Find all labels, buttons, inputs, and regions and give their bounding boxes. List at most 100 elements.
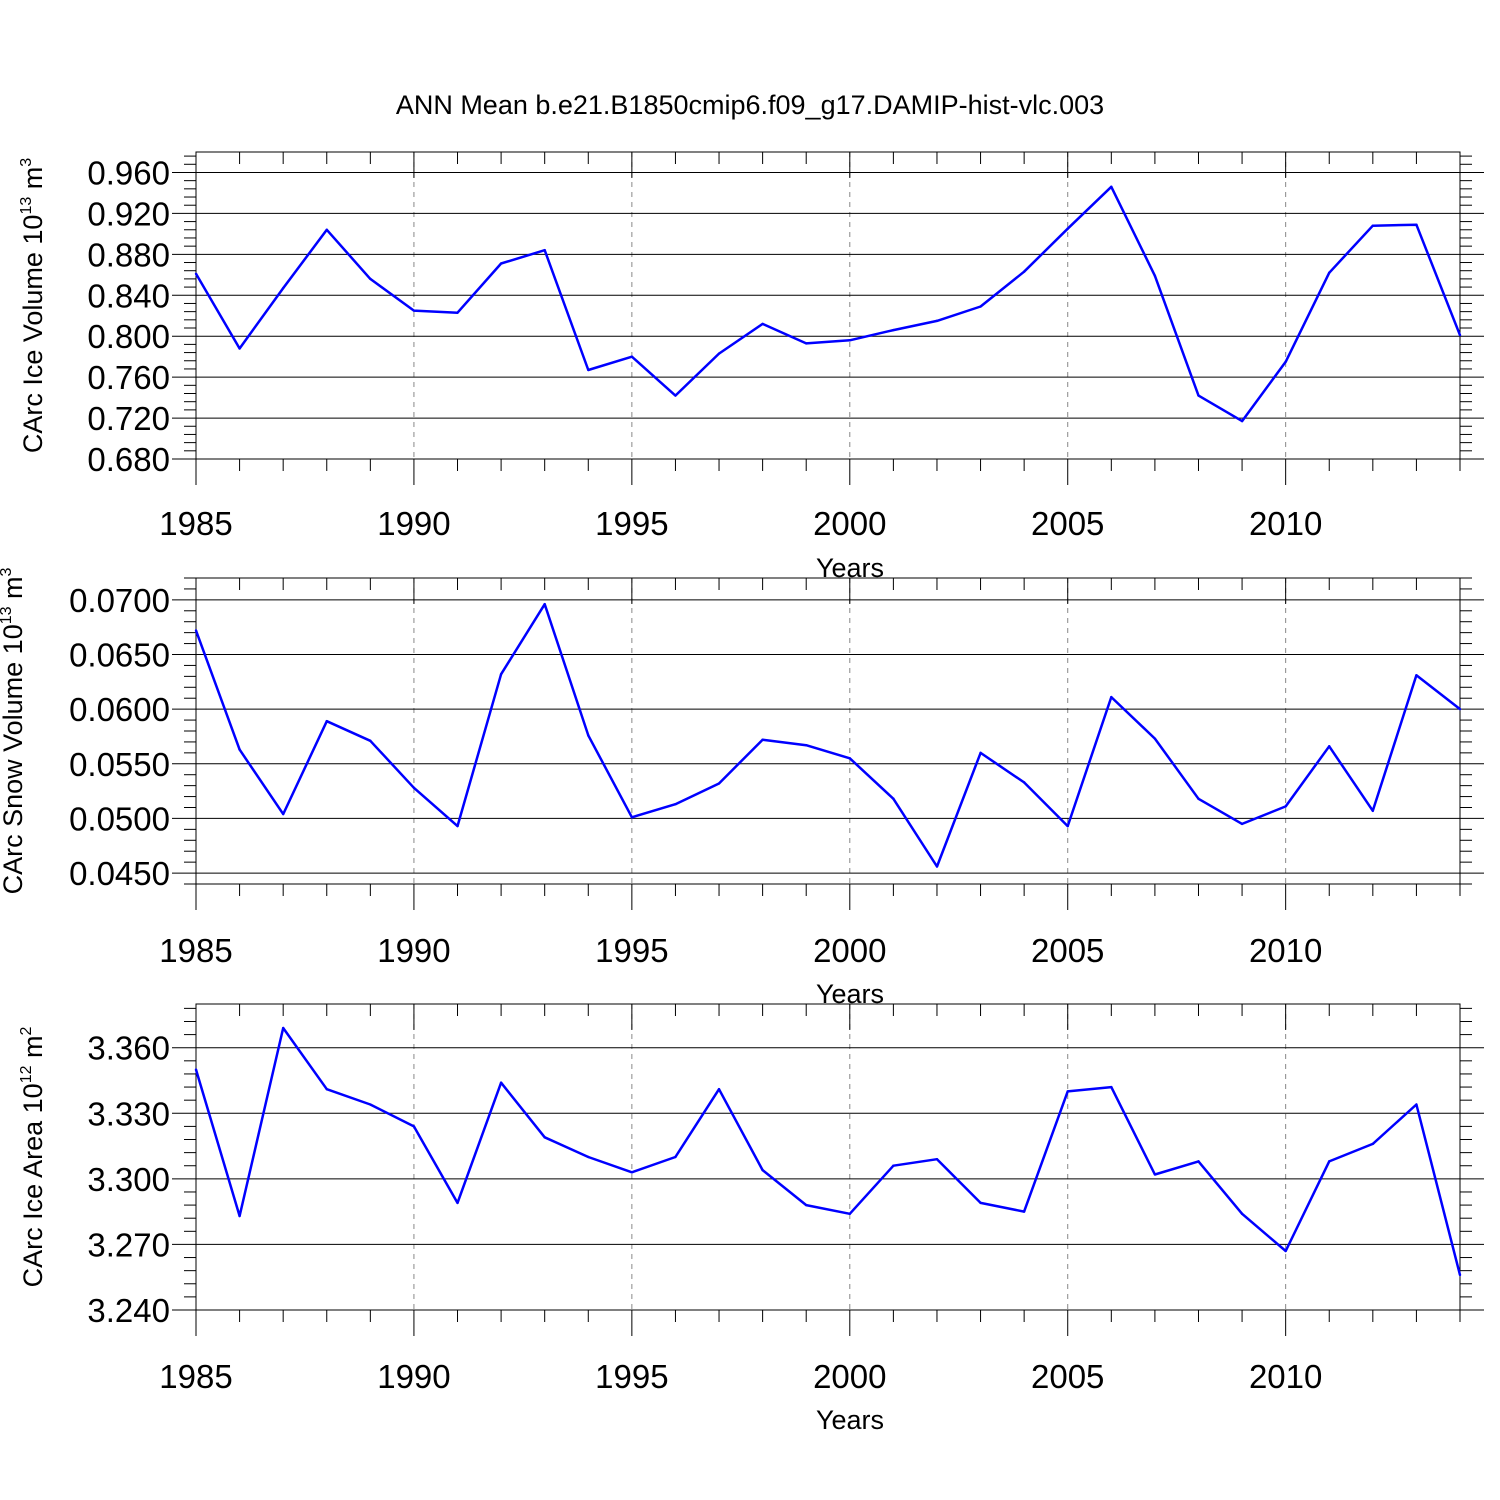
x-tick-label: 1990 <box>377 505 450 542</box>
data-point <box>1022 781 1026 784</box>
data-point <box>1328 1160 1331 1163</box>
y-tick-label: 3.300 <box>87 1161 170 1198</box>
data-point <box>1284 360 1287 363</box>
data-point <box>281 286 285 290</box>
x-tick-label: 2005 <box>1031 505 1104 542</box>
data-point <box>499 1081 503 1084</box>
data-point <box>1110 1085 1113 1089</box>
data-point <box>587 734 590 737</box>
data-point <box>194 1068 198 1071</box>
data-point <box>1284 1249 1287 1253</box>
y-tick-label: 0.880 <box>87 236 170 273</box>
x-tick-label: 1985 <box>159 1358 232 1395</box>
x-tick-label: 2005 <box>1031 932 1104 969</box>
y-tick-label: 0.0650 <box>69 637 170 674</box>
y-tick-label: 0.800 <box>87 318 170 355</box>
data-point <box>1415 1103 1418 1106</box>
data-point <box>325 1088 328 1091</box>
data-point <box>979 305 982 308</box>
data-point <box>979 751 982 755</box>
data-point <box>194 629 198 632</box>
data-point <box>412 1125 416 1128</box>
panel-1: 0.680 0.720 0.760 0.800 0.840 0.880 0.920 0.960… <box>18 151 1484 583</box>
data-point <box>935 1157 939 1161</box>
data-point <box>674 1155 677 1159</box>
y-tick-label: 3.360 <box>87 1030 170 1067</box>
x-tick-label: 2000 <box>813 505 886 542</box>
series-line <box>194 602 1461 868</box>
data-point <box>1240 1212 1244 1216</box>
series-line <box>194 1026 1462 1276</box>
data-point <box>587 368 590 372</box>
plot-frame <box>195 151 1461 460</box>
x-tick-label: 1985 <box>159 932 232 969</box>
data-point <box>1371 1142 1375 1146</box>
data-point <box>1415 223 1418 226</box>
data-point <box>848 1212 851 1216</box>
y-tick-label: 0.0550 <box>69 746 170 783</box>
plot-frame <box>195 1003 1461 1311</box>
data-point <box>1197 1160 1200 1163</box>
data-point <box>543 249 546 252</box>
data-point <box>935 319 939 323</box>
data-point <box>848 757 851 760</box>
data-point <box>238 347 241 350</box>
data-point <box>281 1026 285 1030</box>
data-point <box>1022 1210 1026 1213</box>
data-point <box>369 277 372 281</box>
data-point <box>194 272 198 275</box>
data-point <box>238 1214 241 1218</box>
data-point <box>848 339 851 342</box>
data-point <box>412 309 416 312</box>
y-tick-label: 0.840 <box>87 277 170 314</box>
data-point <box>717 352 721 355</box>
data-point <box>630 1171 634 1174</box>
y-tick-label: 0.960 <box>87 154 170 191</box>
y-axis-label: CArc Ice Area 1012 m2 <box>18 1027 48 1288</box>
data-point <box>499 672 503 676</box>
y-tick-label: 3.270 <box>87 1226 170 1263</box>
data-point <box>1240 822 1244 826</box>
data-point <box>892 328 895 332</box>
chart-title: ANN Mean b.e21.B1850cmip6.f09_g17.DAMIP-… <box>396 90 1104 120</box>
data-point <box>630 355 634 358</box>
data-point <box>717 1088 721 1091</box>
data-point <box>1066 227 1069 230</box>
x-tick-label: 2000 <box>813 1358 886 1395</box>
panel-3: 3.240 3.270 3.300 3.330 3.360 1985 1990 1995 200… <box>18 1003 1484 1435</box>
data-point <box>1022 270 1026 273</box>
y-tick-label: 0.0600 <box>69 691 170 728</box>
data-point <box>805 744 808 747</box>
data-point <box>1066 1090 1069 1093</box>
data-point <box>325 228 328 231</box>
data-point <box>1328 745 1331 748</box>
data-point <box>805 1203 808 1207</box>
panels: 0.680 0.720 0.760 0.800 0.840 0.880 0.920 0.960… <box>0 151 1484 1435</box>
data-point <box>1110 695 1113 699</box>
series-line <box>194 185 1462 423</box>
y-axis-label: CArc Snow Volume 1013 m3 <box>0 567 28 894</box>
data-point <box>674 803 677 806</box>
data-point <box>1110 185 1113 188</box>
data-point <box>1197 394 1200 397</box>
y-tick-label: 0.0700 <box>69 582 170 619</box>
data-point <box>1153 1173 1157 1176</box>
y-tick-label: 0.0450 <box>69 855 170 892</box>
data-point <box>587 1155 590 1159</box>
data-point <box>892 1164 895 1167</box>
data-point <box>1458 707 1462 711</box>
data-point <box>325 719 328 723</box>
x-tick-label: 1990 <box>377 1358 450 1395</box>
data-point <box>805 342 808 345</box>
x-tick-label: 2010 <box>1249 505 1322 542</box>
data-point <box>1240 419 1244 423</box>
x-tick-label: 1985 <box>159 505 232 542</box>
plot-frame <box>195 577 1461 885</box>
data-point <box>543 1136 546 1139</box>
data-point <box>1458 333 1462 337</box>
x-tick-label: 2005 <box>1031 1358 1104 1395</box>
data-point <box>1328 271 1331 274</box>
data-point <box>935 865 939 868</box>
x-tick-label: 1995 <box>595 1358 668 1395</box>
